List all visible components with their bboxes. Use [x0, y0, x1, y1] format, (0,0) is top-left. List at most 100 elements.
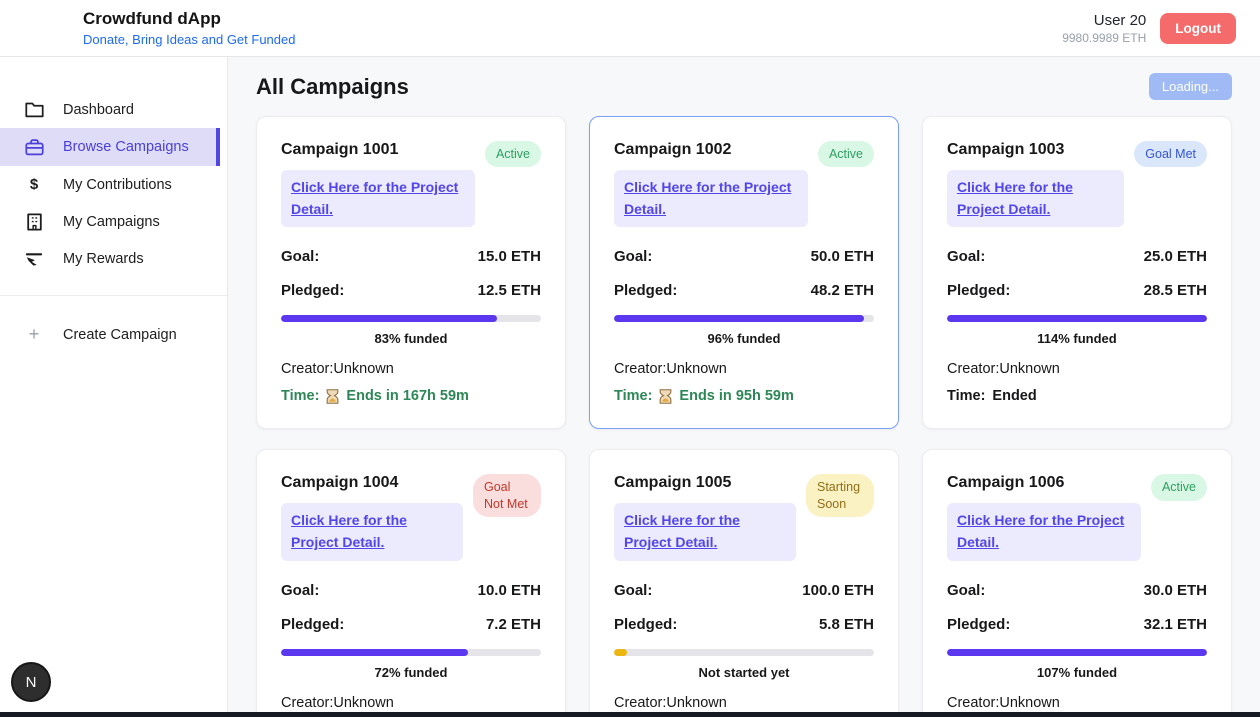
progress-fill: [947, 315, 1207, 323]
funded-text: 72% funded: [374, 664, 448, 680]
floating-n-button[interactable]: N: [11, 662, 51, 702]
progress-bar: [614, 315, 874, 323]
time-value: Ends in 167h 59m: [346, 388, 469, 405]
project-detail-link[interactable]: Click Here for the Project Detail.: [281, 503, 463, 561]
sidebar-item-label: Create Campaign: [63, 326, 177, 343]
progress-fill: [614, 648, 627, 656]
goal-value: 10.0 ETH: [477, 581, 541, 599]
goal-value: 15.0 ETH: [477, 248, 541, 266]
creator-text: Creator:Unknown: [281, 361, 394, 378]
loading-button[interactable]: Loading...: [1148, 73, 1232, 100]
sidebar-item-browse-campaigns[interactable]: Browse Campaigns: [0, 128, 220, 166]
progress-bar: [947, 648, 1207, 656]
campaign-title: Campaign 1004: [281, 474, 399, 492]
status-badge: Goal Not Met: [473, 474, 541, 517]
goal-label: Goal:: [281, 581, 320, 599]
goal-label: Goal:: [281, 248, 320, 266]
page-title: All Campaigns: [256, 73, 409, 99]
bottom-edge-bar: [0, 712, 1260, 717]
time-label: Time:: [947, 388, 986, 405]
sidebar-item-dashboard[interactable]: Dashboard: [0, 91, 220, 128]
goal-value: 30.0 ETH: [1143, 581, 1207, 599]
user-balance: 9980.9989 ETH: [1062, 30, 1147, 45]
campaign-title: Campaign 1002: [614, 141, 732, 158]
sidebar-divider: [0, 295, 227, 296]
campaign-grid: Campaign 1001 Click Here for the Project…: [256, 116, 1232, 712]
funded-text: 114% funded: [1037, 331, 1117, 347]
campaign-title: Campaign 1005: [614, 474, 732, 492]
dollar-icon: $: [29, 176, 39, 193]
sidebar-item-label: Dashboard: [63, 101, 134, 118]
campaign-card: Campaign 1004 Click Here for the Project…: [256, 449, 566, 712]
pledged-value: 48.2 ETH: [810, 282, 874, 300]
campaign-title: Campaign 1001: [281, 141, 399, 158]
progress-bar: [947, 315, 1207, 323]
user-meta: User 20 9980.9989 ETH: [1062, 12, 1146, 45]
goal-label: Goal:: [614, 248, 653, 266]
funded-text: Not started yet: [698, 664, 790, 680]
main-content: All Campaigns Loading... Campaign 1001 C…: [228, 57, 1260, 712]
goal-label: Goal:: [614, 581, 653, 599]
user-name: User 20: [1093, 11, 1147, 29]
sidebar-item-label: Browse Campaigns: [63, 139, 189, 155]
creator-text: Creator:Unknown: [281, 694, 394, 711]
hourglass-icon: [659, 389, 672, 404]
campaign-card: Campaign 1006 Click Here for the Project…: [922, 449, 1232, 712]
campaign-card: Campaign 1003 Click Here for the Project…: [922, 116, 1232, 430]
goal-value: 25.0 ETH: [1143, 248, 1207, 266]
campaign-title: Campaign 1006: [947, 474, 1065, 492]
pledged-label: Pledged:: [614, 615, 678, 633]
app-title: Crowdfund dApp: [83, 9, 221, 29]
sidebar-item-my-rewards[interactable]: My Rewards: [0, 241, 220, 277]
project-detail-link[interactable]: Click Here for the Project Detail.: [947, 170, 1125, 228]
sidebar-item-my-campaigns[interactable]: My Campaigns: [0, 203, 220, 241]
time-row: Time: Ended: [947, 388, 1207, 404]
sidebar-item-my-contributions[interactable]: $ My Contributions: [0, 166, 220, 203]
sidebar-item-label: My Contributions: [63, 176, 172, 193]
progress-bar: [614, 648, 874, 656]
progress-fill: [281, 648, 469, 656]
pledged-value: 32.1 ETH: [1143, 615, 1207, 633]
sidebar: Dashboard Browse Campaigns $ My Contribu…: [0, 57, 228, 712]
progress-fill: [614, 315, 864, 323]
briefcase-icon: [24, 138, 44, 156]
goal-value: 50.0 ETH: [810, 248, 874, 266]
project-detail-link[interactable]: Click Here for the Project Detail.: [614, 503, 796, 561]
progress-bar: [281, 648, 541, 656]
pledged-label: Pledged:: [947, 615, 1011, 633]
logout-button[interactable]: Logout: [1160, 12, 1236, 44]
status-badge: Goal Met: [1134, 141, 1207, 168]
pledged-label: Pledged:: [281, 615, 345, 633]
sidebar-item-create-campaign[interactable]: + Create Campaign: [0, 314, 220, 355]
funded-text: 96% funded: [707, 331, 781, 347]
pledged-label: Pledged:: [947, 282, 1011, 300]
time-value: Ended: [992, 388, 1037, 405]
app-tagline: Donate, Bring Ideas and Get Funded: [83, 31, 296, 47]
campaign-card: Campaign 1005 Click Here for the Project…: [589, 449, 899, 712]
pledged-label: Pledged:: [614, 282, 678, 300]
brand: Crowdfund dApp Donate, Bring Ideas and G…: [83, 9, 295, 47]
time-label: Time:: [614, 388, 653, 405]
sidebar-item-label: My Rewards: [63, 251, 144, 267]
funded-text: 107% funded: [1036, 664, 1118, 680]
time-label: Time:: [281, 388, 320, 405]
pledged-value: 5.8 ETH: [818, 615, 874, 633]
project-detail-link[interactable]: Click Here for the Project Detail.: [947, 503, 1141, 561]
time-value: Ends in 95h 59m: [679, 388, 794, 405]
progress-bar: [281, 315, 541, 323]
campaign-card: Campaign 1002 Click Here for the Project…: [589, 116, 899, 430]
plus-icon: +: [28, 324, 40, 344]
status-badge: Starting Soon: [806, 474, 874, 517]
status-badge: Active: [1150, 474, 1207, 501]
sidebar-item-label: My Campaigns: [63, 214, 160, 230]
project-detail-link[interactable]: Click Here for the Project Detail.: [281, 170, 475, 228]
goal-value: 100.0 ETH: [802, 581, 874, 599]
time-row: Time: Ends in 167h 59m: [281, 388, 541, 404]
creator-text: Creator:Unknown: [947, 694, 1060, 711]
hourglass-icon: [326, 389, 339, 404]
funded-text: 83% funded: [374, 331, 448, 347]
project-detail-link[interactable]: Click Here for the Project Detail.: [614, 170, 808, 228]
flag-icon: [24, 252, 44, 267]
campaign-card: Campaign 1001 Click Here for the Project…: [256, 116, 566, 430]
pledged-value: 28.5 ETH: [1143, 282, 1207, 300]
